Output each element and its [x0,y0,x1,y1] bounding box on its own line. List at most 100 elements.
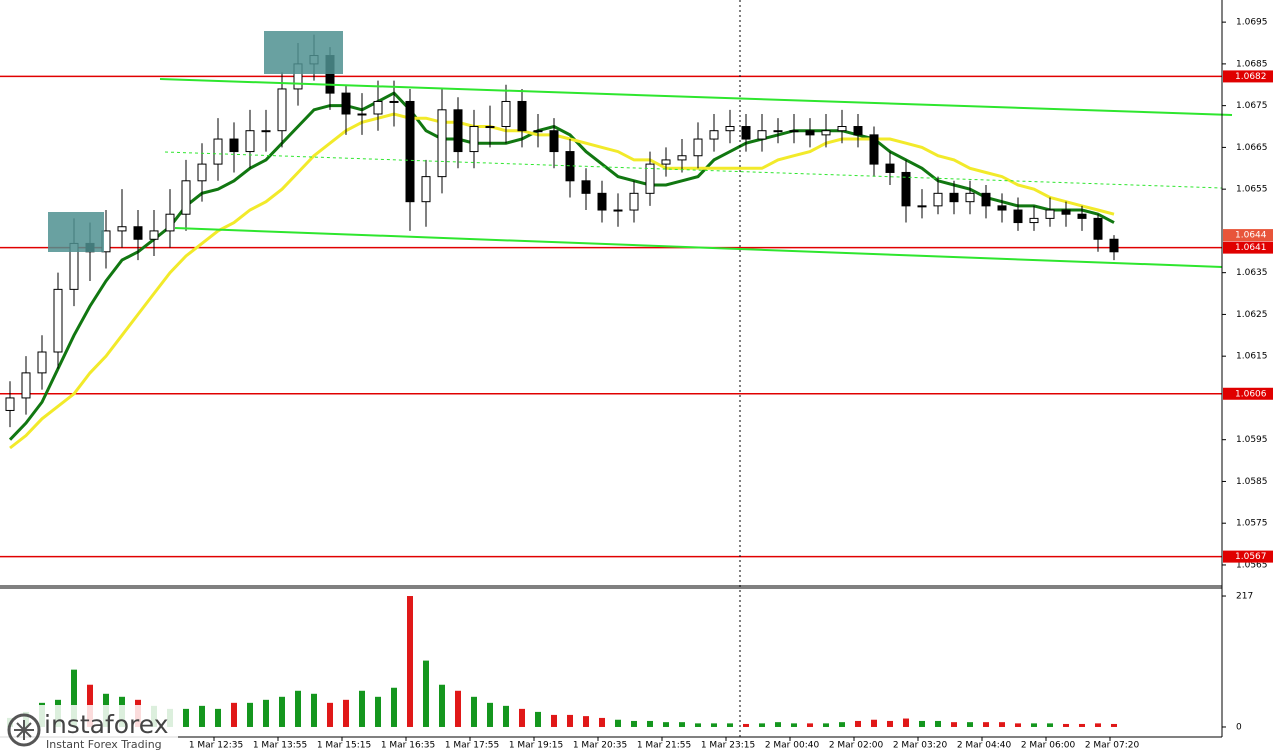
logo-icon [7,713,41,747]
volume-bar [503,705,509,727]
volume-bar [487,702,493,727]
volume-bar [999,722,1005,727]
volume-bar [231,702,237,727]
candle-body [1061,209,1071,215]
y-tick-label: 1.0585 [1236,477,1268,487]
candle-body [949,192,959,203]
candle-body [821,130,831,136]
volume-bar [903,718,909,727]
volume-bar [759,723,765,727]
candle-body [245,130,255,153]
candle-body [469,126,479,153]
x-tick-label: 1 Mar 17:55 [445,741,499,751]
y-tick-label: 1.0675 [1236,101,1268,111]
candle-body [741,126,751,140]
volume-bar [839,722,845,727]
volume-bar [743,723,749,727]
volume-bar [583,716,589,727]
candle-body [981,192,991,207]
candle-body [661,159,671,165]
logo: instaforex Instant Forex Trading [0,705,178,754]
volume-bar [1063,723,1069,727]
volume-tick-label: 217 [1236,592,1253,602]
candle-body [517,100,527,132]
volume-bar [535,711,541,727]
volume-bar [1015,723,1021,727]
x-tick-label: 2 Mar 07:20 [1085,741,1140,751]
candle-body [197,163,207,182]
y-tick-label: 1.0655 [1236,185,1268,195]
volume-bar [647,720,653,727]
volume-bar [631,720,637,727]
axes: 1.0695 1.0685 1.0675 1.0665 1.0655 1.0635 1.06… [189,18,1273,751]
candle-body [533,130,543,133]
candle-body [181,180,191,215]
volume-bar [247,702,253,727]
candle-body [1093,217,1103,240]
candle-body [1013,209,1023,224]
candle-body [133,226,143,240]
volume-bar [263,699,269,727]
moving-average [8,91,1115,441]
candle-body [725,126,735,132]
volume-bar [967,722,973,727]
candle-body [37,351,47,374]
candle-body [933,192,943,207]
y-tick-label: 1.0695 [1236,18,1268,28]
x-tick-label: 2 Mar 04:40 [957,741,1012,751]
volume-bar [679,722,685,727]
candle-body [341,92,351,115]
x-tick-label: 1 Mar 21:55 [637,741,691,751]
volume-bar [887,720,893,727]
candle-body [405,100,415,203]
volume-bar [1079,723,1085,727]
volume-bar [71,669,77,727]
x-tick-label: 1 Mar 16:35 [381,741,435,751]
volume-bar [951,722,957,727]
candle-body [549,130,559,153]
candle-body [789,130,799,133]
volume-bar [327,702,333,727]
x-tick-label: 1 Mar 23:15 [701,741,755,751]
candle-body [117,226,127,232]
bid-label: 1.0644 [1235,231,1267,241]
volume-bar [519,708,525,727]
level-label: 1.0567 [1235,552,1267,562]
trend-line-lower [174,227,1223,268]
candle-body [421,176,431,203]
candle-body [917,205,927,208]
volume-bar [423,660,429,727]
candle-body [165,213,175,232]
candle-body [709,130,719,140]
candle-body [1077,213,1087,219]
volume-bar [599,717,605,727]
candle-body [453,109,463,153]
y-tick-label: 1.0575 [1236,519,1268,529]
y-tick-label: 1.0615 [1236,352,1268,362]
candle-body [885,163,895,173]
candle-body [1029,217,1039,224]
level-label: 1.0641 [1235,243,1267,253]
y-tick-label: 1.0595 [1236,435,1268,445]
candle-body [5,397,15,411]
candle-body [837,126,847,132]
volume-bar [407,596,413,727]
volume-bar [823,723,829,727]
volume-bar [471,696,477,727]
volume-bar [775,722,781,727]
y-tick-label: 1.0665 [1236,143,1268,153]
volume-bar [375,696,381,727]
volume-bar [391,687,397,727]
x-tick-label: 2 Mar 03:20 [893,741,948,751]
x-tick-label: 1 Mar 12:35 [189,741,243,751]
volume-bar [855,720,861,727]
candle-body [213,138,223,165]
highlight-box [48,212,104,252]
logo-icon [14,720,34,740]
volume-bar [215,708,221,727]
candle-body [357,113,367,116]
candle-body [373,100,383,115]
candle-body [485,126,495,129]
